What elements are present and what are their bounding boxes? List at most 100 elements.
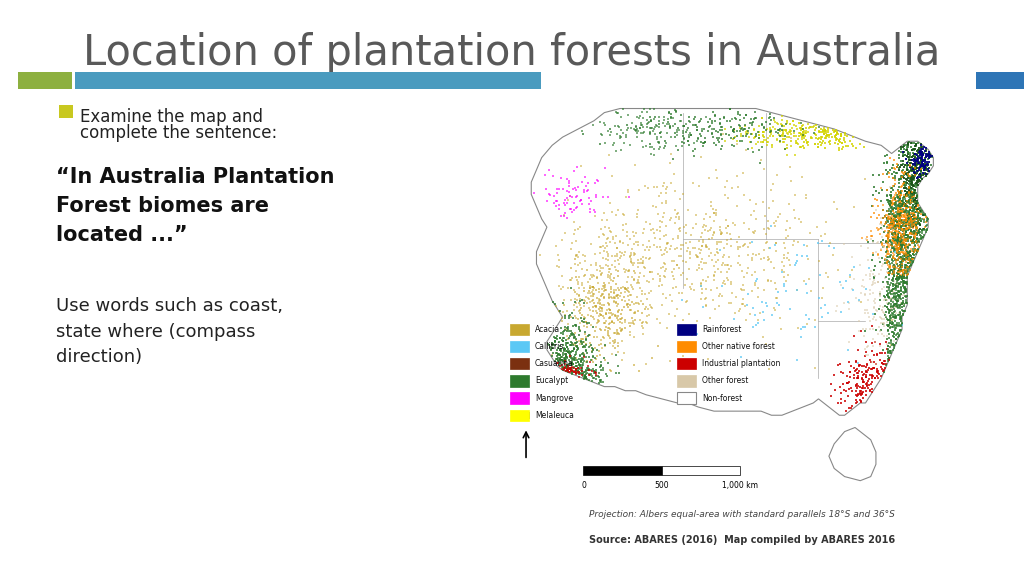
Point bbox=[561, 340, 578, 350]
Point bbox=[873, 223, 890, 233]
Point bbox=[665, 122, 681, 131]
Point bbox=[577, 329, 593, 338]
Point bbox=[580, 363, 596, 373]
Point bbox=[906, 242, 923, 251]
Point bbox=[708, 210, 724, 219]
Point bbox=[897, 233, 913, 242]
Point bbox=[858, 372, 874, 381]
Point bbox=[639, 305, 655, 314]
Point bbox=[568, 361, 585, 370]
Point bbox=[696, 134, 713, 143]
Point bbox=[895, 220, 911, 229]
Point bbox=[899, 252, 915, 261]
Point bbox=[557, 335, 573, 344]
Point bbox=[896, 268, 912, 278]
Point bbox=[574, 371, 591, 380]
Point bbox=[736, 272, 753, 281]
Point bbox=[900, 241, 916, 250]
Point bbox=[594, 300, 610, 309]
Point bbox=[607, 291, 624, 301]
Point bbox=[913, 216, 930, 225]
Point bbox=[571, 362, 588, 371]
Point bbox=[900, 233, 916, 242]
Point bbox=[555, 298, 571, 308]
Point bbox=[903, 183, 920, 192]
Point bbox=[833, 131, 849, 141]
Point bbox=[886, 229, 902, 238]
Point bbox=[754, 113, 770, 123]
Point bbox=[663, 291, 679, 300]
Point bbox=[901, 207, 918, 216]
Point bbox=[898, 181, 914, 190]
Point bbox=[713, 227, 729, 236]
Point bbox=[669, 261, 685, 270]
Point bbox=[880, 256, 896, 266]
Point bbox=[886, 219, 902, 229]
Point bbox=[658, 248, 675, 257]
Point bbox=[862, 232, 879, 241]
Point bbox=[921, 153, 937, 162]
Point bbox=[798, 193, 814, 202]
Point bbox=[919, 164, 935, 173]
Point bbox=[916, 168, 933, 177]
Point bbox=[630, 298, 646, 308]
Point bbox=[892, 327, 908, 336]
Point bbox=[739, 130, 756, 139]
Point bbox=[792, 215, 808, 224]
Point bbox=[907, 217, 924, 226]
Point bbox=[594, 365, 610, 374]
Point bbox=[622, 141, 638, 150]
Point bbox=[880, 265, 896, 274]
Point bbox=[626, 250, 642, 259]
Point bbox=[906, 228, 923, 237]
Point bbox=[906, 157, 923, 166]
Point bbox=[782, 130, 799, 139]
Point bbox=[899, 274, 915, 283]
Point bbox=[763, 185, 779, 195]
Point bbox=[904, 171, 921, 180]
Point bbox=[787, 190, 804, 199]
Point bbox=[596, 208, 612, 217]
Point bbox=[886, 247, 902, 256]
Point bbox=[880, 279, 896, 288]
Point bbox=[897, 266, 913, 275]
Point bbox=[886, 214, 902, 223]
Point bbox=[598, 309, 614, 318]
Point bbox=[754, 114, 770, 123]
Point bbox=[894, 300, 910, 309]
Point bbox=[881, 293, 897, 302]
Point bbox=[743, 271, 760, 280]
Point bbox=[579, 319, 595, 328]
Point bbox=[881, 355, 897, 364]
Point bbox=[562, 367, 579, 377]
Point bbox=[632, 315, 648, 324]
Point bbox=[598, 309, 614, 318]
Point bbox=[564, 359, 581, 368]
Point bbox=[891, 266, 907, 275]
Point bbox=[651, 242, 668, 252]
Point bbox=[554, 317, 570, 326]
Point bbox=[890, 214, 906, 223]
Point bbox=[592, 262, 608, 271]
Bar bbox=[510, 324, 528, 335]
Point bbox=[577, 372, 593, 381]
Point bbox=[898, 264, 914, 273]
Point bbox=[696, 137, 713, 146]
Point bbox=[776, 279, 793, 289]
Point bbox=[787, 122, 804, 131]
Point bbox=[892, 198, 908, 207]
Point bbox=[784, 116, 801, 126]
Point bbox=[886, 292, 902, 301]
Point bbox=[901, 188, 918, 198]
Point bbox=[894, 230, 910, 239]
Point bbox=[605, 286, 622, 295]
Point bbox=[903, 215, 920, 225]
Point bbox=[621, 295, 637, 305]
Point bbox=[887, 283, 903, 293]
Point bbox=[689, 266, 706, 275]
Point bbox=[903, 255, 920, 264]
Point bbox=[886, 182, 902, 191]
Point bbox=[724, 141, 740, 150]
Point bbox=[890, 230, 906, 240]
Point bbox=[607, 122, 624, 131]
